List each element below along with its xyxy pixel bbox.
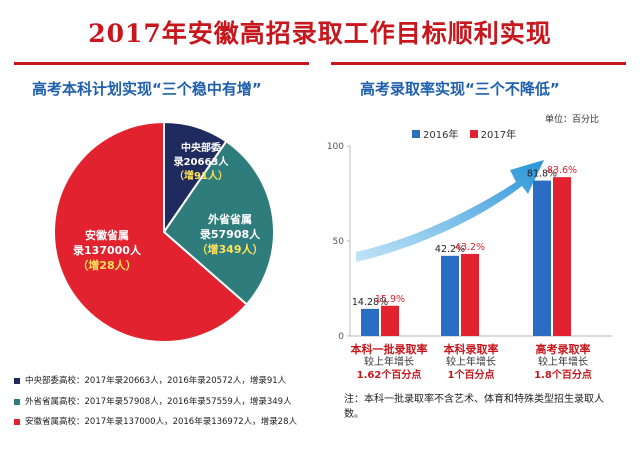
y-tick-label: 100 [327, 142, 344, 152]
unit-label: 单位：百分比 [545, 115, 600, 125]
category-desc: 较上年增长 [446, 357, 496, 368]
y-tick-label: 50 [333, 237, 345, 247]
bar-2017年-2 [553, 177, 571, 336]
pie-legend-item: 中央部委高校：2017年录20663人，2016年录20572人，增录91人 [14, 371, 297, 392]
bar-value-label: 14.28% [352, 297, 388, 308]
pie-label-anhui: 安徽省属 录137000人 （增28人） [64, 228, 150, 273]
category-name: 本科录取率 [443, 343, 499, 356]
pie-label-outside-value: 录57908人 [199, 228, 261, 241]
category-increase: 1.62个百分点 [356, 370, 422, 381]
bar-2016年-2 [533, 180, 551, 336]
pie-label-outside-name: 外省省属 [208, 213, 252, 226]
pie-label-central-value: 录20663人 [173, 157, 229, 168]
y-tick-label: 0 [338, 332, 344, 342]
title-underline-left [14, 62, 309, 65]
bar-value-label: 15.9% [375, 294, 405, 305]
footnote: 注：本科一批录取率不含艺术、体育和特殊类型招生录取人数。 [344, 394, 604, 420]
pie-label-central-increase: （增91人） [174, 171, 228, 182]
category-name: 高考录取率 [535, 343, 591, 356]
pie-label-anhui-value: 录137000人 [73, 244, 141, 257]
legend-swatch-icon [14, 378, 20, 384]
bar-legend: 2016年 2017年 [412, 126, 516, 141]
category-name: 本科一批录取率 [350, 343, 428, 356]
pie-chart [53, 120, 275, 343]
pie-legend: 中央部委高校：2017年录20663人，2016年录20572人，增录91人 外… [14, 371, 297, 433]
pie-legend-item: 外省省属高校：2017年录57908人，2016年录57559人，增录349人 [14, 392, 297, 413]
category-label-tier1: 本科一批录取率 较上年增长 1.62个百分点 [334, 343, 444, 382]
category-increase: 1.8个百分点 [534, 370, 592, 381]
category-label-overall: 高考录取率 较上年增长 1.8个百分点 [508, 343, 618, 382]
category-desc: 较上年增长 [538, 357, 588, 368]
bar-2017年-1 [461, 253, 479, 336]
pie-label-anhui-name: 安徽省属 [85, 229, 129, 242]
pie-legend-text: 外省省属高校：2017年录57908人，2016年录57559人，增录349人 [25, 396, 292, 407]
legend-2017-swatch-icon [469, 129, 478, 138]
bar-value-label: 43.2% [455, 242, 485, 253]
bar-value-label: 42.2% [435, 244, 465, 255]
bar-subtitle: 高考录取率实现“三个不降低” [360, 80, 560, 98]
bar-2017年-0 [381, 305, 399, 336]
trend-arrow-icon [356, 160, 544, 262]
bar-2016年-1 [441, 255, 459, 336]
pie-label-outside-increase: （增349人） [196, 243, 264, 256]
legend-swatch-icon [14, 419, 20, 425]
legend-2016-label: 2016年 [423, 130, 459, 141]
pie-slice-anhui [53, 120, 249, 343]
category-desc: 较上年增长 [364, 357, 414, 368]
bar-chart: 0 50 100 14.28% 42.2% 81.8% 15.9% 43.2% 83.6% [327, 142, 612, 342]
bar-value-label: 81.8% [527, 169, 557, 180]
pie-slice-outside [162, 139, 275, 306]
legend-swatch-icon [14, 398, 20, 405]
pie-legend-item: 安徽省属高校：2017年录137000人，2016年录136972人，增录28人 [14, 412, 297, 433]
bar-2016年-0 [361, 308, 379, 336]
pie-label-central: 中央部委 录20663人 （增91人） [168, 142, 234, 184]
pie-label-central-name: 中央部委 [181, 143, 221, 154]
bar-value-label: 83.6% [547, 165, 577, 176]
pie-legend-text: 安徽省属高校：2017年录137000人，2016年录136972人，增录28人 [25, 417, 297, 427]
pie-subtitle: 高考本科计划实现“三个稳中有增” [32, 80, 262, 98]
pie-label-anhui-increase: （增28人） [77, 259, 137, 272]
legend-2017-label: 2017年 [480, 130, 517, 141]
legend-2016-swatch-icon [412, 129, 420, 138]
category-label-undergrad: 本科录取率 较上年增长 1个百分点 [416, 343, 526, 382]
pie-legend-text: 中央部委高校：2017年录20663人，2016年录20572人，增录91人 [25, 376, 287, 386]
pie-label-outside: 外省省属 录57908人 （增349人） [190, 212, 270, 257]
title-underline-right [331, 62, 626, 65]
category-increase: 1个百分点 [447, 370, 495, 381]
page-title: 2017年安徽高招录取工作目标顺利实现 [88, 19, 552, 48]
